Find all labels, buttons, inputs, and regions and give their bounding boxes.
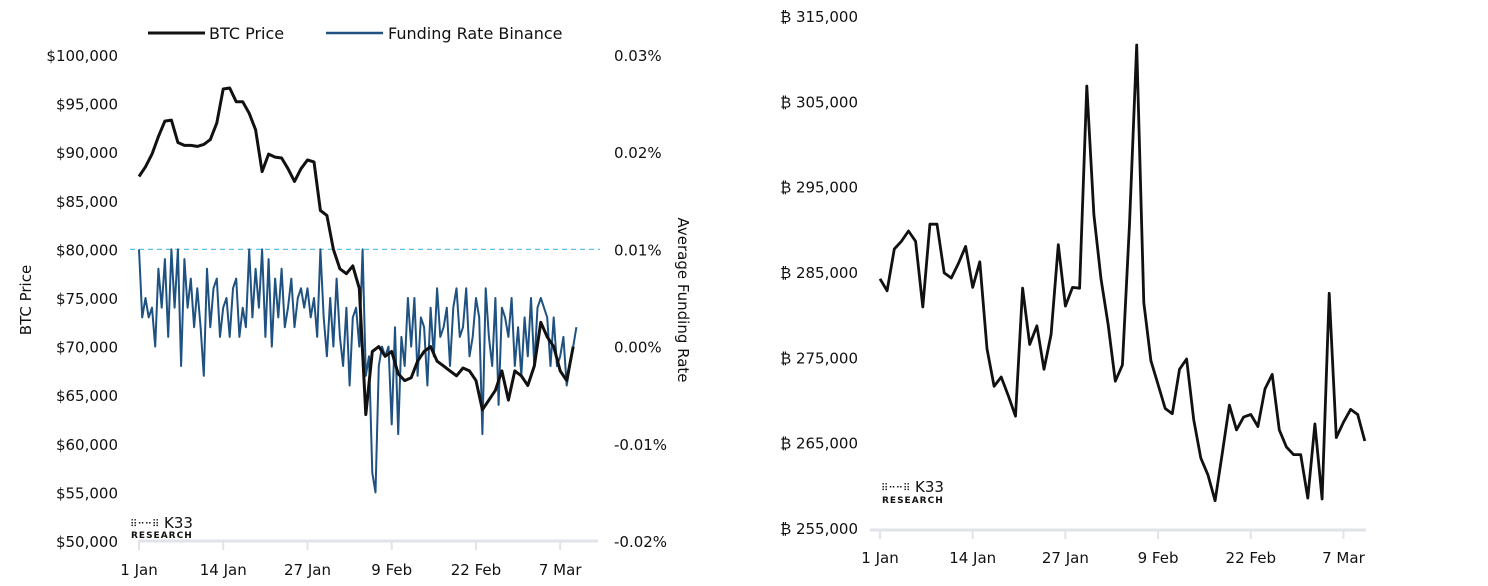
x-tick-label: 7 Mar [1322, 549, 1365, 567]
y-tick-label: ₿ 265,000 [780, 435, 858, 453]
y-tick-label: ₿ 305,000 [780, 93, 858, 111]
y-tick-label: ₿ 285,000 [780, 264, 858, 282]
x-tick-label: 22 Feb [451, 561, 501, 579]
logo-k33: K33 [164, 514, 193, 532]
y-tick-label: $55,000 [56, 484, 118, 502]
x-tick-label: 14 Jan [949, 549, 996, 567]
y2-tick-label: 0.01% [614, 241, 662, 259]
btc-line-chart: ₿ 315,000 ₿ 305,000 ₿ 295,000 ₿ 285,000 ₿ 27… [780, 8, 1367, 567]
k33-logo: ⠿⠒⠒⠿ K33 RESEARCH [881, 478, 944, 506]
logo-research: RESEARCH [882, 496, 944, 506]
y-axis-title: BTC Price [17, 265, 35, 335]
logo-dots-icon: ⠿⠒⠒⠿ [881, 483, 910, 494]
series-line-funding-rate [138, 248, 578, 494]
y-tick-label: $90,000 [56, 144, 118, 162]
series-line [878, 43, 1367, 503]
x-axis-ticks: 1 Jan 14 Jan 27 Jan 9 Feb 22 Feb 7 Mar [861, 530, 1366, 567]
y-tick-label: $80,000 [56, 241, 118, 259]
y2-tick-label: 0.02% [614, 144, 662, 162]
legend-label-funding-rate: Funding Rate Binance [388, 24, 563, 43]
y2-tick-label: -0.01% [614, 436, 667, 454]
y2-tick-label: 0.03% [614, 47, 662, 65]
y-tick-label: $95,000 [56, 96, 118, 114]
y-tick-label: ₿ 315,000 [780, 8, 858, 26]
x-tick-label: 9 Feb [371, 561, 412, 579]
y-tick-label: ₿ 295,000 [780, 179, 858, 197]
x-tick-label: 7 Mar [539, 561, 582, 579]
series-line-btc-price [137, 86, 575, 417]
x-tick-label: 9 Feb [1138, 549, 1179, 567]
y-tick-label: ₿ 255,000 [780, 520, 858, 538]
y-tick-label: ₿ 275,000 [780, 349, 858, 367]
logo-research: RESEARCH [131, 531, 193, 541]
y-tick-label: $85,000 [56, 193, 118, 211]
x-tick-label: 27 Jan [284, 561, 331, 579]
y-axis-ticks: $100,000 $95,000 $90,000 $85,000 $80,000 $75,… [46, 47, 118, 551]
legend: BTC Price Funding Rate Binance [148, 24, 563, 43]
x-tick-label: 1 Jan [861, 549, 898, 567]
k33-logo: ⠿⠒⠒⠿ K33 RESEARCH [130, 514, 193, 541]
y-tick-label: $65,000 [56, 387, 118, 405]
legend-label-btc-price: BTC Price [209, 24, 284, 43]
y-axis-ticks: ₿ 315,000 ₿ 305,000 ₿ 295,000 ₿ 285,000 ₿ 27… [780, 8, 858, 538]
logo-k33: K33 [915, 478, 944, 496]
x-tick-label: 14 Jan [200, 561, 247, 579]
y-tick-label: $100,000 [46, 47, 118, 65]
x-axis-ticks: 1 Jan 14 Jan 27 Jan 9 Feb 22 Feb 7 Mar [120, 541, 582, 579]
y-tick-label: $50,000 [56, 533, 118, 551]
y2-tick-label: -0.02% [614, 533, 667, 551]
x-tick-label: 1 Jan [120, 561, 157, 579]
y-tick-label: $60,000 [56, 436, 118, 454]
y2-axis-title: Average Funding Rate [674, 217, 692, 382]
logo-dots-icon: ⠿⠒⠒⠿ [130, 519, 159, 530]
y-tick-label: $70,000 [56, 339, 118, 357]
x-tick-label: 22 Feb [1226, 549, 1276, 567]
btc-price-funding-chart: BTC Price Funding Rate Binance BTC Price… [17, 24, 692, 579]
y2-tick-label: 0.00% [614, 339, 662, 357]
y2-axis-ticks: 0.03% 0.02% 0.01% 0.00% -0.01% -0.02% [614, 47, 667, 551]
x-tick-label: 27 Jan [1042, 549, 1089, 567]
y-tick-label: $75,000 [56, 290, 118, 308]
